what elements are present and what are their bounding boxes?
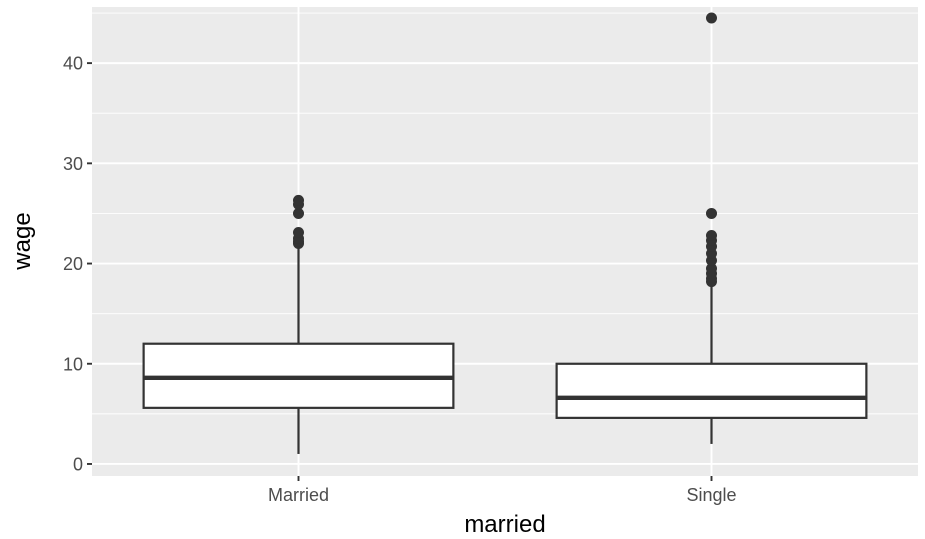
y-tick-label: 40 <box>63 54 83 74</box>
outlier-point <box>293 194 304 206</box>
outlier-point <box>706 229 717 241</box>
box-group-married <box>142 194 455 454</box>
y-tick-label: 30 <box>63 154 83 174</box>
y-tick-label: 10 <box>63 354 83 374</box>
y-tick-label: 20 <box>63 254 83 274</box>
outlier-point <box>293 207 304 219</box>
box-iqr <box>555 362 868 419</box>
outlier-point <box>706 12 717 24</box>
y-tick-label: 0 <box>73 454 83 474</box>
x-axis-title: married <box>464 511 545 538</box>
x-tick-label: Married <box>268 485 329 505</box>
outlier-point <box>293 226 304 238</box>
x-tick-label: Single <box>686 485 736 505</box>
outlier-point <box>706 263 717 275</box>
box-group-single <box>555 12 868 444</box>
x-axis: Married Single <box>268 476 737 505</box>
y-axis-title: wage <box>9 212 36 270</box>
y-axis: 0 10 20 30 40 <box>63 54 92 474</box>
boxes-layer <box>142 12 868 454</box>
outlier-point <box>706 207 717 219</box>
